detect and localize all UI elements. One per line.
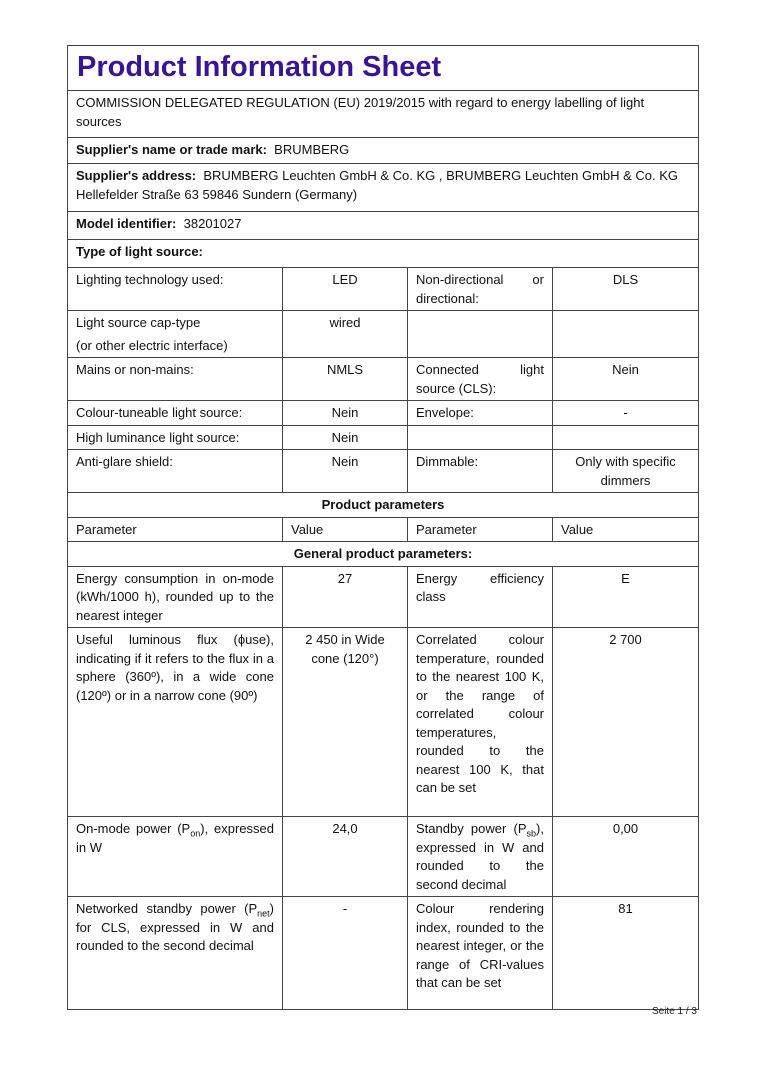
column-header: Value (282, 516, 408, 542)
label: Mains or non-mains: (67, 357, 283, 401)
label: Networked standby power (Pnet) for CLS, … (67, 896, 283, 1010)
value: 81 (551, 896, 700, 1010)
text: ) for CLS, expressed in W and rounded to… (76, 901, 274, 953)
label: Supplier's name or trade mark: (76, 142, 267, 157)
text: ), expressed in W and rounded to the sec… (416, 821, 544, 892)
table-row: Mains or non-mains: NMLS Connected light… (67, 357, 700, 401)
label-line: Light source cap-type (76, 315, 201, 330)
label: Energy consumption in on-mode (kWh/1000 … (67, 565, 283, 628)
label: Connected light source (CLS): (407, 357, 553, 401)
table-row: Lighting technology used: LED Non-direct… (67, 267, 700, 311)
text: ), expressed in W (76, 821, 274, 855)
value: Nein (282, 449, 408, 493)
product-parameters-heading: Product parameters (66, 492, 700, 518)
value: DLS (551, 267, 700, 311)
label: Lighting technology used: (67, 267, 283, 311)
label (407, 310, 553, 358)
value: Nein (282, 424, 408, 450)
product-info-table: Product Information Sheet COMMISSION DEL… (66, 45, 700, 1010)
label: Envelope: (407, 400, 553, 426)
label: Anti-glare shield: (67, 449, 283, 493)
value (551, 310, 700, 358)
value: 24,0 (282, 816, 408, 897)
subscript: on (190, 828, 201, 839)
text: On-mode power (P (76, 821, 191, 836)
table-row: On-mode power (Pon), expressed in W 24,0… (67, 816, 700, 897)
table-row: Colour-tuneable light source: Nein Envel… (67, 400, 700, 426)
label: Dimmable: (407, 449, 553, 493)
column-header: Parameter (67, 516, 283, 542)
value: BRUMBERG (274, 142, 350, 157)
label: Correlated colour temperature, rounded t… (407, 627, 553, 817)
value: 38201027 (183, 216, 242, 231)
page-title: Product Information Sheet (66, 45, 700, 91)
value: Nein (282, 400, 408, 426)
label: Supplier's address: (76, 168, 197, 183)
label: Colour rendering index, rounded to the n… (407, 896, 553, 1010)
value: - (551, 400, 700, 426)
label: Model identifier: (76, 216, 177, 231)
general-heading: General product parameters: (66, 541, 700, 567)
column-header: Parameter (407, 516, 553, 542)
value: LED (282, 267, 408, 311)
param-header-row: Parameter Value Parameter Value (67, 516, 700, 542)
label: Useful luminous flux (ϕuse), indicating … (67, 627, 283, 817)
value: NMLS (282, 357, 408, 401)
value: 2 700 (551, 627, 700, 817)
label-line: (or other electric interface) (76, 337, 228, 353)
model-row: Model identifier: 38201027 (66, 211, 700, 240)
subscript: net (257, 908, 270, 919)
table-row: High luminance light source: Nein (67, 424, 700, 450)
value (551, 424, 700, 450)
column-header: Value (551, 516, 700, 542)
value: wired (282, 310, 408, 358)
value: E (551, 565, 700, 628)
label: Energy efficiency class (407, 565, 553, 628)
label: Non-directional or directional: (407, 267, 553, 311)
subscript: sb (526, 828, 537, 839)
supplier-address-row: Supplier's address: BRUMBERG Leuchten Gm… (66, 163, 700, 212)
label: Light source cap-type (or other electric … (67, 310, 283, 358)
value: - (282, 896, 408, 1010)
table-row: Light source cap-type (or other electric … (67, 310, 700, 358)
label: Standby power (Psb), expressed in W and … (407, 816, 553, 897)
value: 0,00 (551, 816, 700, 897)
value: 2 450 in Wide cone (120°) (282, 627, 408, 817)
value: Only with specific dimmers (551, 449, 700, 493)
supplier-name-row: Supplier's name or trade mark: BRUMBERG (66, 137, 700, 164)
value: 27 (282, 565, 408, 628)
label: On-mode power (Pon), expressed in W (67, 816, 283, 897)
value: Nein (551, 357, 700, 401)
label: High luminance light source: (67, 424, 283, 450)
table-row: Useful luminous flux (ϕuse), indicating … (67, 627, 700, 817)
label (407, 424, 553, 450)
table-row: Networked standby power (Pnet) for CLS, … (67, 896, 700, 1010)
page-number: Seite 1 / 3 (651, 1006, 697, 1017)
type-heading: Type of light source: (66, 239, 700, 268)
regulation-text: COMMISSION DELEGATED REGULATION (EU) 201… (66, 90, 700, 138)
label: Colour-tuneable light source: (67, 400, 283, 426)
value: BRUMBERG Leuchten GmbH & Co. KG , BRUMBE… (76, 168, 679, 202)
table-row: Energy consumption in on-mode (kWh/1000 … (67, 565, 700, 628)
table-row: Anti-glare shield: Nein Dimmable: Only w… (67, 449, 700, 493)
text: Networked standby power (P (76, 901, 258, 916)
text: Standby power (P (416, 821, 527, 836)
